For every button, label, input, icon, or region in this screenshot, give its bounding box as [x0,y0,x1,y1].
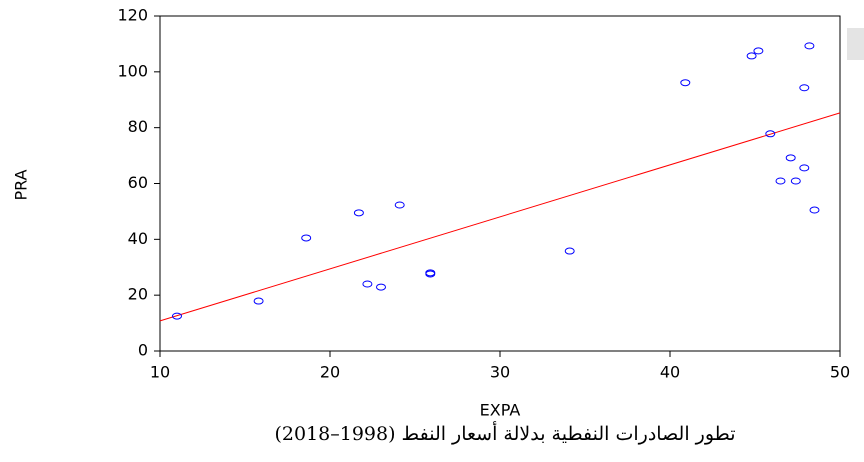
y-tick-label: 100 [117,61,148,80]
point [353,209,364,217]
caption: تطور الصادرات النفطية بدلالة أسعار النفط… [274,420,735,445]
point [753,47,764,55]
y-tick-label: 40 [128,229,148,248]
y-tick-label: 60 [128,173,148,192]
side-tab [847,28,864,60]
point [680,79,691,87]
point [564,247,575,255]
y-tick-label: 0 [138,341,148,360]
point [785,154,796,162]
y-axis-label: PRA [12,169,31,200]
x-tick-label: 20 [320,363,340,382]
point [301,234,312,242]
point [746,52,757,60]
point [172,312,182,320]
x-axis-label: EXPA [480,401,521,420]
point [765,130,776,138]
y-tick-label: 20 [128,285,148,304]
point [253,297,264,305]
point [809,206,820,214]
point [804,42,815,50]
x-tick-label: 30 [490,363,510,382]
x-tick-label: 50 [830,363,850,382]
y-tick-label: 120 [117,6,148,25]
point [362,280,373,288]
point [376,283,386,291]
point [775,177,786,185]
y-tick-label: 80 [128,117,148,136]
x-tick-label: 40 [660,363,680,382]
point [799,84,810,92]
fit-line [159,112,841,322]
point [799,164,810,172]
x-tick-label: 10 [150,363,170,382]
point [425,270,436,278]
point [790,177,801,185]
point [394,201,405,209]
